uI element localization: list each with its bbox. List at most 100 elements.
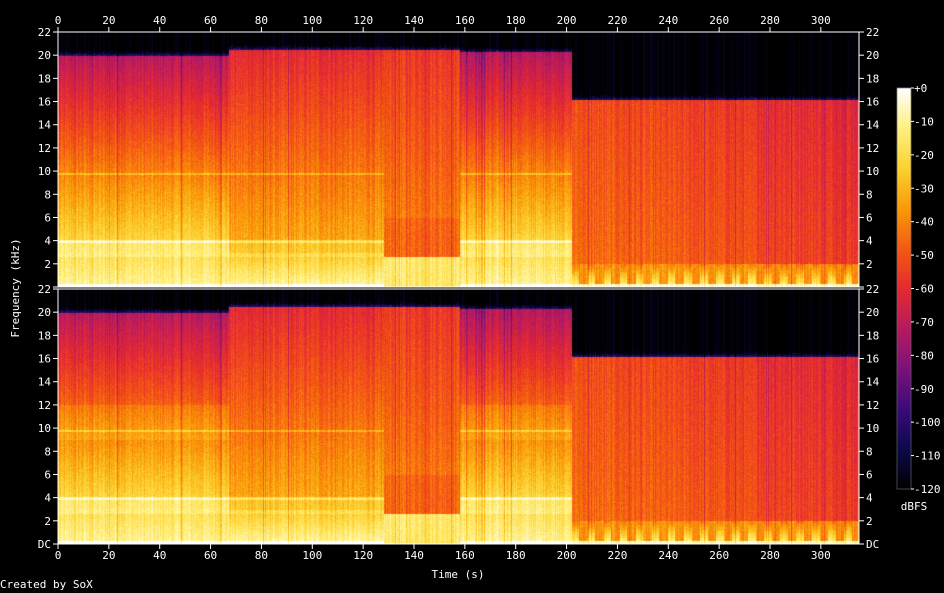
plot-frame-2 <box>57 288 860 545</box>
x-tick-label: 180 <box>506 549 526 562</box>
colorbar-tick-label: -60 <box>914 283 934 296</box>
y-tick-label: 20 <box>38 306 51 319</box>
x-tick-label: 60 <box>204 14 217 27</box>
x-tick-label: 40 <box>153 14 166 27</box>
y-tick-label: 20 <box>38 49 51 62</box>
colorbar-tick-label: -30 <box>914 182 934 195</box>
colorbar-tick-label: +0 <box>914 82 927 95</box>
y-tick-label: 18 <box>38 72 51 85</box>
y-tick-label: 12 <box>38 142 51 155</box>
colorbar-axis: +0 -10 -20 -30 -40 -50 -60 -70 -80 -90 -100 -110 -12… <box>896 82 941 496</box>
y-tick-label: 2 <box>44 515 51 528</box>
y-tick-label: 6 <box>44 211 51 224</box>
x-tick-label: 20 <box>102 14 115 27</box>
x-tick-label: 260 <box>709 549 729 562</box>
y-tick-label: 6 <box>866 468 873 481</box>
colorbar-tick-label: -80 <box>914 349 934 362</box>
y-tick-label: 20 <box>866 49 879 62</box>
bottom-time-axis: 0 20 40 60 80 100 120 140 160 180 200 220 240 260 280 3… <box>55 544 831 562</box>
x-tick-label: 60 <box>204 549 217 562</box>
plot-frame-1 <box>57 31 860 288</box>
y-tick-label: 4 <box>44 492 51 505</box>
x-tick-label: 0 <box>55 14 62 27</box>
colorbar-tick-label: -100 <box>914 416 941 429</box>
colorbar-tick-label: -70 <box>914 316 934 329</box>
y-tick-label: 4 <box>866 235 873 248</box>
y-tick-label: 10 <box>866 422 879 435</box>
x-tick-label: 220 <box>607 14 627 27</box>
y-tick-label: 12 <box>866 399 879 412</box>
x-tick-label: 160 <box>455 549 475 562</box>
x-tick-label: 300 <box>811 549 831 562</box>
y-tick-label: 18 <box>866 72 879 85</box>
y-tick-label: 18 <box>38 329 51 342</box>
y-tick-label: DC <box>38 538 51 551</box>
y-tick-label: 22 <box>38 26 51 39</box>
x-tick-label: 180 <box>506 14 526 27</box>
x-tick-label: 20 <box>102 549 115 562</box>
x-tick-label: 120 <box>353 14 373 27</box>
x-tick-label: 280 <box>760 549 780 562</box>
y-tick-label: 22 <box>38 283 51 296</box>
y-tick-label: 2 <box>866 515 873 528</box>
credit-text: Created by SoX <box>0 578 93 591</box>
x-tick-label: 240 <box>658 14 678 27</box>
colorbar <box>896 87 912 490</box>
x-tick-label: 0 <box>55 549 62 562</box>
x-tick-label: 80 <box>255 549 268 562</box>
x-tick-label: 260 <box>709 14 729 27</box>
y-tick-label: 2 <box>44 258 51 271</box>
colorbar-label: dBFS <box>901 500 928 513</box>
x-tick-label: 280 <box>760 14 780 27</box>
y-tick-label: 8 <box>866 445 873 458</box>
left-frequency-axis: 2 4 6 8 10 12 14 16 18 20 22 DC 2 4 6 8 10 12 14 16 18 20 22 <box>38 26 58 551</box>
y-tick-label: 20 <box>866 306 879 319</box>
y-tick-label: 22 <box>866 283 879 296</box>
x-tick-label: 100 <box>302 549 322 562</box>
top-time-axis: 0 20 40 60 80 100 120 140 160 180 200 220 240 260 280 3… <box>55 14 831 32</box>
y-tick-label: 6 <box>44 468 51 481</box>
x-tick-label: 40 <box>153 549 166 562</box>
colorbar-tick-label: -10 <box>914 115 934 128</box>
y-tick-label: 2 <box>866 258 873 271</box>
x-tick-label: 140 <box>404 549 424 562</box>
x-axis-label: Time (s) <box>432 568 485 581</box>
y-tick-label: 16 <box>38 96 51 109</box>
y-tick-label: 10 <box>38 422 51 435</box>
colorbar-tick-label: -20 <box>914 149 934 162</box>
x-tick-label: 120 <box>353 549 373 562</box>
y-tick-label: 4 <box>866 492 873 505</box>
y-axis-label: Frequency (kHz) <box>9 238 22 337</box>
y-tick-label: 4 <box>44 235 51 248</box>
x-tick-label: 200 <box>557 14 577 27</box>
y-tick-label: 6 <box>866 211 873 224</box>
y-tick-label: 10 <box>866 165 879 178</box>
y-tick-label: 14 <box>866 376 880 389</box>
y-tick-label: 16 <box>866 96 879 109</box>
x-tick-label: 100 <box>302 14 322 27</box>
y-tick-label: 22 <box>866 26 879 39</box>
x-tick-label: 220 <box>607 549 627 562</box>
y-tick-label: 10 <box>38 165 51 178</box>
x-tick-label: 300 <box>811 14 831 27</box>
colorbar-tick-label: -120 <box>914 483 941 496</box>
y-tick-label: 14 <box>866 119 880 132</box>
colorbar-tick-label: -90 <box>914 383 934 396</box>
y-tick-label: 8 <box>44 445 51 458</box>
y-tick-label: 14 <box>38 119 52 132</box>
y-tick-label: 18 <box>866 329 879 342</box>
x-tick-label: 80 <box>255 14 268 27</box>
colorbar-tick-label: -40 <box>914 216 934 229</box>
x-tick-label: 160 <box>455 14 475 27</box>
x-tick-label: 140 <box>404 14 424 27</box>
y-tick-label: 16 <box>866 353 879 366</box>
y-tick-label: 8 <box>866 188 873 201</box>
right-frequency-axis: 2 4 6 8 10 12 14 16 18 20 22 DC 2 4 6 8 10 12 14 16 18 20 22 <box>859 26 880 551</box>
y-tick-label: 14 <box>38 376 52 389</box>
colorbar-tick-label: -50 <box>914 249 934 262</box>
colorbar-tick-label: -110 <box>914 450 941 463</box>
x-tick-label: 200 <box>557 549 577 562</box>
y-tick-label: 12 <box>866 142 879 155</box>
